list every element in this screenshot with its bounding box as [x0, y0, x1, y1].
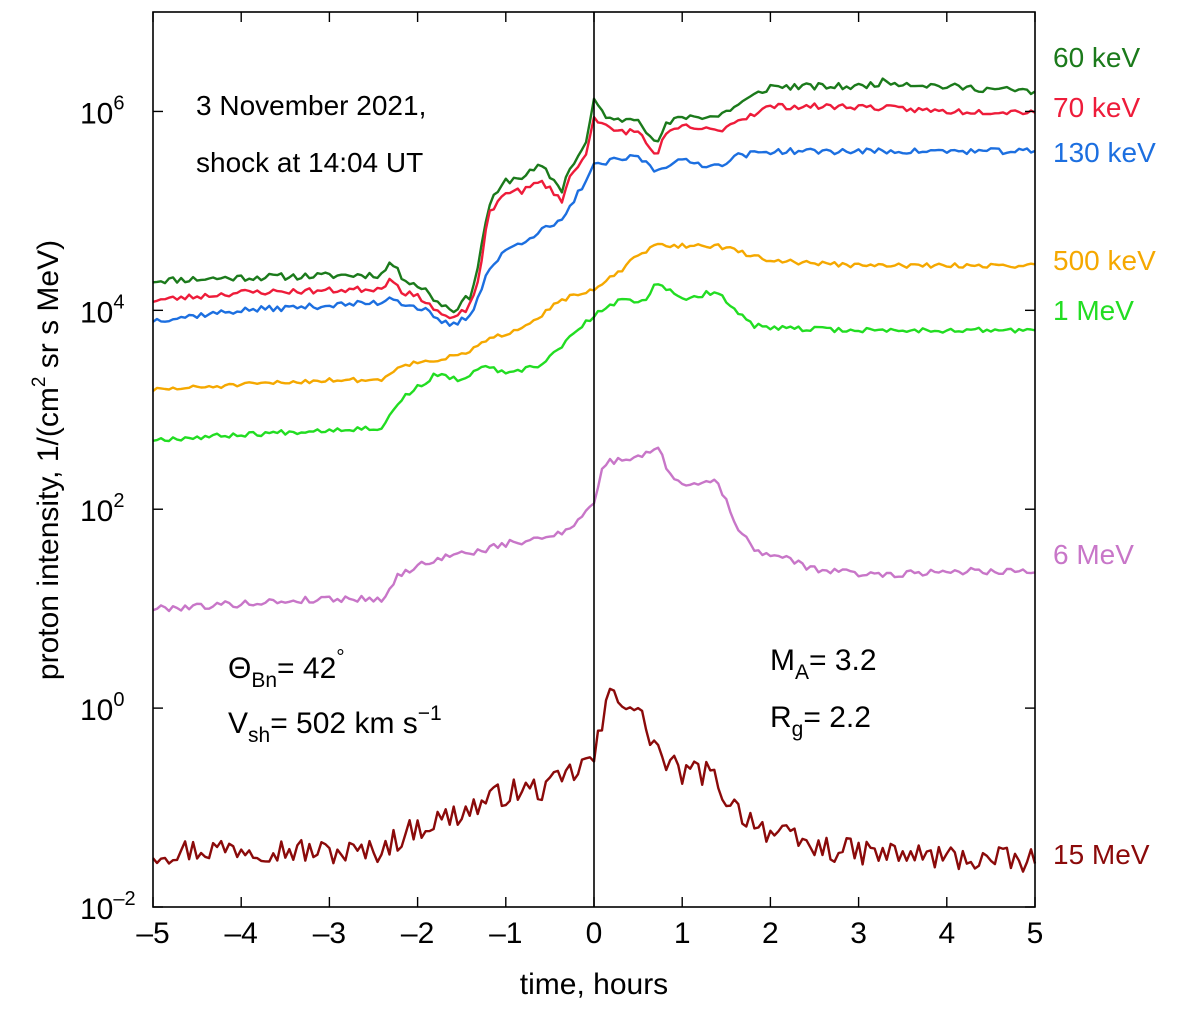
annotation-theta-bn: ΘBn= 42°	[228, 646, 345, 692]
y-tick-exponent: 6	[113, 92, 124, 114]
legend-label: 500 keV	[1053, 245, 1156, 276]
y-tick-label: 102	[80, 490, 125, 528]
legend-label: 60 keV	[1053, 42, 1140, 73]
x-tick-label: 0	[586, 917, 603, 950]
vsh-exponent: −1	[418, 702, 442, 725]
legend-label: 6 MeV	[1053, 539, 1134, 570]
vsh-value: = 502 km s	[270, 707, 418, 740]
y-tick-base: 10	[80, 893, 113, 926]
mach-value: = 3.2	[809, 644, 877, 677]
annotation-vsh: Vsh= 502 km s−1	[228, 702, 442, 747]
rg-subscript: g	[792, 718, 804, 741]
mach-symbol: M	[770, 644, 795, 677]
y-tick-label: 106	[80, 92, 125, 130]
vsh-subscript: sh	[248, 724, 270, 747]
rg-symbol: R	[770, 701, 792, 734]
y-axis-title-sup: 2	[29, 377, 50, 388]
x-tick-label: 2	[762, 917, 779, 950]
annotation-shock-time: shock at 14:04 UT	[196, 147, 423, 178]
x-tick-label: –4	[225, 917, 258, 950]
legend: 60 keV 70 keV 130 keV 500 keV 1 MeV 6 MeV 15 M…	[1053, 42, 1156, 870]
y-axis-title-suffix: sr s MeV)	[32, 240, 65, 377]
y-tick-exponent: 2	[113, 490, 124, 512]
theta-value: = 42	[277, 652, 336, 685]
theta-degree: °	[336, 646, 344, 669]
vsh-symbol: V	[228, 707, 248, 740]
rg-value: = 2.2	[803, 701, 871, 734]
y-axis-title-prefix: proton intensity, 1/(cm	[32, 387, 65, 680]
x-axis-title: time, hours	[520, 968, 668, 1001]
y-tick-base: 10	[80, 97, 113, 130]
y-tick-label: 10–2	[80, 888, 136, 926]
x-tick-labels: –5 –4 –3 –2 –1 0 1 2 3 4 5	[136, 917, 1043, 950]
y-tick-exponent: 4	[113, 291, 124, 313]
legend-label: 1 MeV	[1053, 295, 1134, 326]
x-tick-label: –2	[401, 917, 434, 950]
y-tick-label: 104	[80, 291, 125, 329]
y-tick-base: 10	[80, 495, 113, 528]
y-tick-exponent: 0	[113, 689, 124, 711]
x-tick-label: 1	[674, 917, 691, 950]
x-tick-label: 5	[1027, 917, 1044, 950]
x-tick-label: –3	[313, 917, 346, 950]
x-tick-label: –1	[489, 917, 522, 950]
annotation-mach: MA= 3.2	[770, 644, 877, 684]
x-tick-label: 4	[938, 917, 955, 950]
annotation-date: 3 November 2021,	[196, 90, 426, 121]
theta-subscript: Bn	[251, 669, 277, 692]
y-axis-title: proton intensity, 1/(cm2 sr s MeV)	[29, 240, 65, 680]
legend-label: 130 keV	[1053, 137, 1156, 168]
axis-ticks	[152, 12, 1036, 908]
y-tick-base: 10	[80, 694, 113, 727]
y-tick-exponent: –2	[113, 888, 135, 910]
legend-label: 15 MeV	[1053, 839, 1150, 870]
x-tick-label: –5	[136, 917, 169, 950]
y-tick-base: 10	[80, 296, 113, 329]
mach-subscript: A	[795, 661, 809, 684]
x-tick-label: 3	[850, 917, 867, 950]
annotation-rg: Rg= 2.2	[770, 701, 871, 741]
legend-label: 70 keV	[1053, 92, 1140, 123]
y-tick-label: 100	[80, 689, 125, 727]
theta-symbol: Θ	[228, 652, 251, 685]
